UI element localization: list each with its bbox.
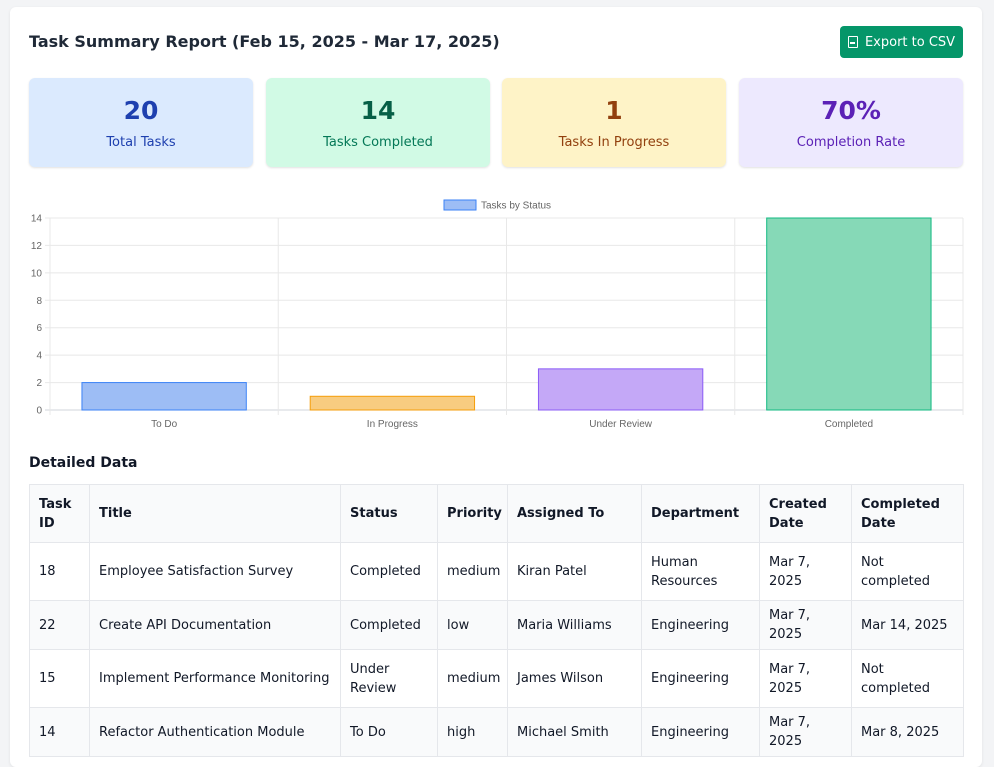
cell-task-id: 14 — [29, 707, 90, 757]
stat-value: 1 — [605, 96, 623, 125]
cell-priority: medium — [437, 542, 508, 601]
x-tick-label: Under Review — [589, 419, 653, 430]
y-tick-label: 0 — [36, 406, 42, 417]
x-tick-label: To Do — [151, 419, 178, 430]
cell-created-date: Mar 7, 2025 — [759, 542, 852, 601]
bar-under-review — [537, 368, 704, 411]
column-header-completed-date[interactable]: Completed Date — [851, 484, 964, 543]
cell-status: Completed — [340, 542, 438, 601]
cell-created-date: Mar 7, 2025 — [759, 600, 852, 650]
column-header-task-id[interactable]: Task ID — [29, 484, 90, 543]
bar-in-progress — [309, 395, 476, 411]
cell-department: Engineering — [641, 600, 760, 650]
cell-priority: high — [437, 707, 508, 757]
cell-completed-date: Not completed — [851, 649, 964, 708]
stat-value: 14 — [360, 96, 396, 125]
y-tick-label: 14 — [31, 214, 43, 225]
cell-completed-date: Mar 14, 2025 — [851, 600, 964, 650]
cell-status: To Do — [340, 707, 438, 757]
cell-priority: medium — [437, 649, 508, 708]
y-tick-label: 10 — [31, 268, 43, 279]
cell-created-date: Mar 7, 2025 — [759, 649, 852, 708]
cell-task-id: 22 — [29, 600, 90, 650]
table-row: 18 Employee Satisfaction Survey Complete… — [29, 542, 964, 601]
y-tick-label: 2 — [36, 378, 42, 389]
stat-label: Total Tasks — [106, 135, 176, 150]
bar-to-do — [81, 382, 247, 411]
cell-title: Create API Documentation — [89, 600, 341, 650]
stat-label: Tasks Completed — [323, 135, 433, 150]
file-icon — [847, 36, 858, 48]
page-title: Task Summary Report (Feb 15, 2025 - Mar … — [29, 32, 500, 51]
cell-title: Implement Performance Monitoring — [89, 649, 341, 708]
stat-card-completion-rate: 70% Completion Rate — [739, 78, 963, 167]
legend-label: Tasks by Status — [481, 201, 551, 212]
y-tick-label: 6 — [36, 323, 42, 334]
cell-task-id: 18 — [29, 542, 90, 601]
stat-label: Tasks In Progress — [558, 135, 670, 150]
column-header-assigned-to[interactable]: Assigned To — [507, 484, 642, 543]
y-tick-label: 12 — [31, 241, 43, 252]
table-row: 14 Refactor Authentication Module To Do … — [29, 707, 964, 757]
stat-card-tasks-completed: 14 Tasks Completed — [266, 78, 490, 167]
column-header-status[interactable]: Status — [340, 484, 438, 543]
column-header-priority[interactable]: Priority — [437, 484, 508, 543]
bar-completed — [766, 217, 932, 411]
cell-status: Under Review — [340, 649, 438, 708]
cell-department: Human Resources — [641, 542, 760, 601]
tasks-by-status-chart: 0 2 4 6 8 10 12 14 To Do In Progress Under Review C… — [31, 199, 964, 430]
cell-assigned-to: Michael Smith — [507, 707, 642, 757]
column-header-created-date[interactable]: Created Date — [759, 484, 852, 543]
cell-completed-date: Not completed — [851, 542, 964, 601]
export-csv-label: Export to CSV — [864, 34, 956, 50]
stat-card-total-tasks: 20 Total Tasks — [29, 78, 253, 167]
column-header-department[interactable]: Department — [641, 484, 760, 543]
y-tick-label: 4 — [36, 351, 42, 362]
cell-status: Completed — [340, 600, 438, 650]
x-tick-label: In Progress — [367, 419, 418, 430]
cell-department: Engineering — [641, 707, 760, 757]
cell-assigned-to: Maria Williams — [507, 600, 642, 650]
cell-assigned-to: Kiran Patel — [507, 542, 642, 601]
detailed-data-table: Task ID Title Status Priority Assigned T… — [29, 484, 964, 757]
cell-priority: low — [437, 600, 508, 650]
stat-card-tasks-in-progress: 1 Tasks In Progress — [502, 78, 726, 167]
table-row: 15 Implement Performance Monitoring Unde… — [29, 649, 964, 708]
cell-title: Refactor Authentication Module — [89, 707, 341, 757]
detailed-data-heading: Detailed Data — [29, 455, 138, 471]
stat-label: Completion Rate — [796, 135, 906, 150]
y-tick-label: 8 — [36, 296, 42, 307]
stat-value: 70% — [821, 96, 881, 125]
x-tick-label: Completed — [825, 419, 873, 430]
cell-department: Engineering — [641, 649, 760, 708]
cell-title: Employee Satisfaction Survey — [89, 542, 341, 601]
column-header-title[interactable]: Title — [89, 484, 341, 543]
cell-task-id: 15 — [29, 649, 90, 708]
stat-value: 20 — [123, 96, 159, 125]
cell-created-date: Mar 7, 2025 — [759, 707, 852, 757]
cell-completed-date: Mar 8, 2025 — [851, 707, 964, 757]
table-row: 22 Create API Documentation Completed lo… — [29, 600, 964, 650]
table-header-row: Task ID Title Status Priority Assigned T… — [29, 484, 964, 543]
cell-assigned-to: James Wilson — [507, 649, 642, 708]
export-csv-button[interactable]: Export to CSV — [840, 26, 963, 58]
legend-swatch — [443, 199, 477, 211]
